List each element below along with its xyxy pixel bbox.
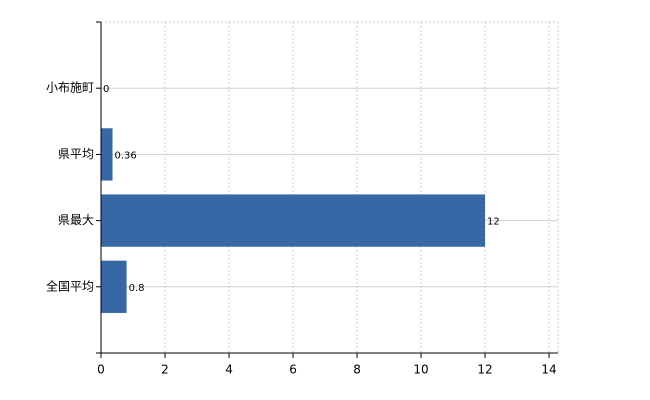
data-label: 0 bbox=[103, 84, 109, 95]
y-tick-label: 小布施町 bbox=[46, 81, 94, 95]
x-tick-label: 10 bbox=[413, 363, 428, 377]
x-tick-label: 6 bbox=[289, 363, 297, 377]
x-tick-label: 4 bbox=[225, 363, 233, 377]
x-tick-label: 8 bbox=[353, 363, 361, 377]
data-label: 0.8 bbox=[129, 283, 145, 294]
y-tick-label: 県平均 bbox=[58, 147, 94, 161]
x-tick-label: 2 bbox=[161, 363, 169, 377]
bar bbox=[101, 194, 486, 247]
x-tick-label: 14 bbox=[541, 363, 556, 377]
x-tick-label: 12 bbox=[477, 363, 492, 377]
data-label: 12 bbox=[487, 217, 500, 228]
bar bbox=[101, 260, 127, 313]
bar bbox=[101, 128, 113, 181]
x-tick-label: 0 bbox=[97, 363, 105, 377]
data-label: 0.36 bbox=[115, 150, 137, 161]
y-tick-label: 全国平均 bbox=[46, 278, 94, 293]
y-tick-label: 県最大 bbox=[58, 213, 94, 227]
